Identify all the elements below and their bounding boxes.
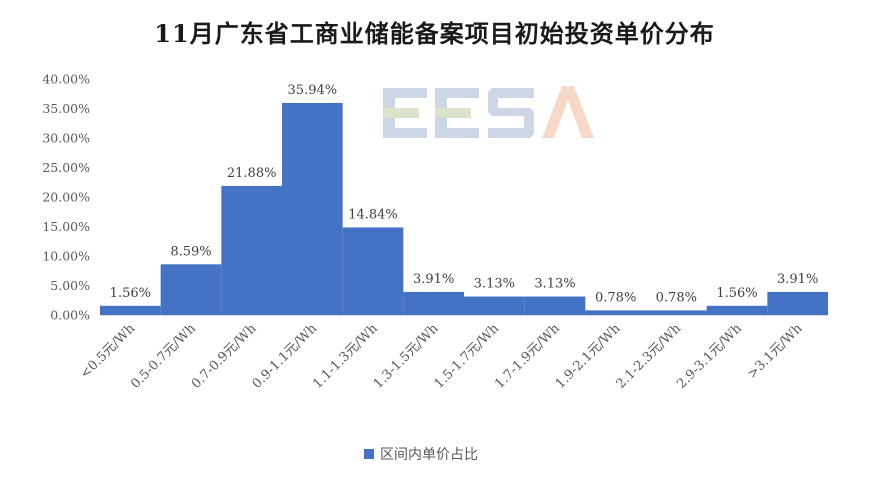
bar: [160, 264, 222, 315]
bar: [706, 305, 768, 315]
data-label: 3.13%: [474, 277, 515, 292]
bar: [464, 296, 525, 315]
data-label: 35.94%: [288, 83, 338, 98]
data-label: 3.91%: [777, 272, 818, 287]
bar: [342, 227, 404, 315]
data-label: 3.91%: [413, 272, 454, 287]
bar: [585, 310, 646, 315]
y-tick-label: 0.00%: [50, 308, 90, 323]
x-tick-label: <0.5元/Wh: [78, 321, 139, 382]
bar: [403, 291, 464, 315]
legend-label: 区间内单价占比: [380, 447, 478, 463]
eesa-watermark: [383, 86, 594, 138]
x-tick-label: >3.1元/Wh: [745, 321, 806, 382]
y-tick-label: 20.00%: [42, 190, 90, 205]
data-label: 8.59%: [170, 244, 211, 259]
y-tick-label: 30.00%: [42, 131, 90, 146]
x-tick-label: 2.9-3.1元/Wh: [674, 321, 745, 392]
y-tick-label: 15.00%: [42, 219, 90, 234]
data-label: 1.56%: [110, 286, 151, 301]
bar: [767, 291, 828, 315]
bar: [646, 310, 707, 315]
data-label: 14.84%: [348, 207, 398, 222]
y-tick-label: 40.00%: [42, 72, 90, 87]
legend-swatch: [364, 449, 374, 459]
y-tick-label: 35.00%: [42, 101, 90, 116]
y-tick-label: 25.00%: [42, 160, 90, 175]
data-label: 21.88%: [227, 166, 277, 181]
bar: [282, 102, 343, 315]
y-tick-label: 5.00%: [50, 278, 90, 293]
chart-title: 11月广东省工商业储能备案项目初始投资单价分布: [154, 19, 715, 48]
data-label: 0.78%: [595, 290, 636, 305]
data-label: 3.13%: [534, 277, 575, 292]
bar: [524, 296, 586, 315]
y-tick-label: 10.00%: [42, 249, 90, 264]
bar: [221, 185, 282, 315]
data-label: 1.56%: [716, 286, 757, 301]
data-label: 0.78%: [656, 290, 697, 305]
bar: [100, 305, 161, 315]
